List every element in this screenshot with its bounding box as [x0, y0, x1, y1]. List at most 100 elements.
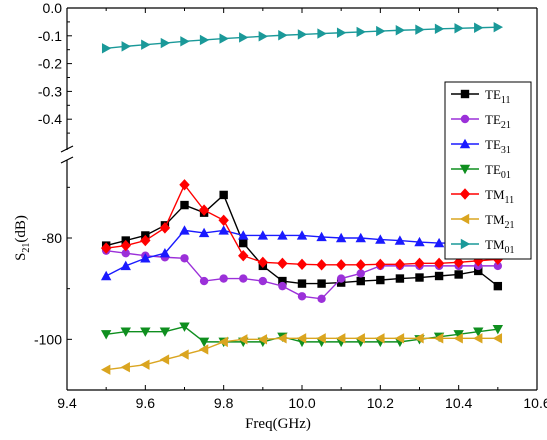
data-point: [394, 235, 406, 245]
data-point: [100, 242, 112, 254]
data-point: [473, 333, 483, 344]
data-point: [356, 276, 365, 286]
legend-label: TE01: [485, 162, 511, 181]
data-point: [394, 258, 406, 271]
data-point: [433, 237, 445, 248]
data-point: [238, 230, 249, 240]
data-point: [120, 362, 130, 373]
data-point: [140, 234, 151, 247]
y-tick-label: -100: [34, 331, 62, 347]
data-point: [140, 359, 150, 370]
data-point: [179, 225, 190, 235]
data-point: [238, 250, 249, 262]
axis-break-mark-top: [60, 145, 74, 153]
data-point: [335, 232, 347, 243]
data-point: [316, 259, 327, 271]
y-tick-label: -0.2: [38, 56, 62, 72]
data-point: [492, 333, 503, 344]
data-point: [239, 32, 249, 43]
data-point: [454, 270, 463, 279]
data-point: [141, 39, 151, 50]
data-point: [415, 24, 425, 35]
data-point: [239, 238, 248, 248]
legend-item-tm21: TM21: [451, 212, 515, 231]
data-point: [219, 190, 228, 200]
data-point: [375, 234, 386, 244]
data-point: [198, 344, 209, 355]
data-point: [316, 231, 327, 242]
data-point: [160, 37, 171, 49]
data-point: [218, 225, 229, 235]
y-axis-label: S21(dB): [13, 215, 32, 261]
y-tick-label: -0.4: [38, 111, 62, 127]
data-point: [159, 222, 171, 234]
data-point: [159, 354, 170, 365]
data-point: [395, 25, 406, 36]
data-point: [335, 333, 346, 344]
data-point: [433, 257, 445, 270]
x-tick-label: 10.6: [523, 395, 547, 411]
data-point: [258, 31, 269, 42]
legend-label: TE31: [485, 137, 511, 156]
x-tick-label: 9.8: [214, 395, 234, 411]
x-tick-label: 10.2: [367, 395, 394, 411]
legend-label: TE11: [485, 87, 511, 106]
y-tick-label: -0.1: [38, 28, 62, 44]
data-point: [219, 33, 229, 44]
data-point: [278, 30, 288, 41]
data-point: [474, 266, 483, 276]
data-point: [179, 349, 189, 360]
data-point: [179, 179, 190, 191]
data-point: [355, 333, 365, 344]
y-tick-label: 0.0: [43, 0, 63, 16]
legend-label: TM21: [485, 212, 515, 231]
x-tick-label: 10.4: [445, 395, 472, 411]
data-point: [316, 333, 326, 344]
data-point: [296, 258, 308, 271]
data-point: [394, 333, 405, 344]
legend: TE11 TE21 TE31 TE01 TM11 TM21 TM01: [444, 81, 532, 260]
data-point: [179, 322, 190, 332]
series-tm01: [101, 21, 504, 54]
data-point: [493, 281, 503, 291]
legend-item-tm01: TM01: [451, 237, 515, 256]
legend-item-te21: TE21: [451, 112, 511, 131]
data-point: [297, 279, 307, 288]
data-point: [218, 214, 229, 226]
data-point: [199, 276, 209, 286]
data-point: [159, 248, 171, 258]
data-point: [120, 260, 131, 271]
data-point: [277, 333, 287, 344]
data-point: [257, 230, 269, 240]
axes-layer: 9.4 9.6 9.8 10.0 10.2 10.4 10.6 0.0 -0.1 -0.2 -0.3…: [34, 0, 547, 411]
data-point: [453, 333, 463, 344]
data-point: [453, 330, 464, 340]
data-point: [277, 257, 288, 270]
data-point: [474, 22, 484, 33]
legend-box: [444, 81, 532, 260]
data-point: [473, 327, 484, 337]
data-point: [257, 256, 269, 269]
data-point: [140, 327, 151, 337]
legend-label: TE21: [485, 112, 511, 131]
y-tick-label: -0.3: [38, 83, 62, 99]
data-point: [356, 26, 366, 38]
x-tick-label: 10.0: [288, 395, 315, 411]
legend-item-te11: TE11: [451, 87, 511, 106]
data-point: [100, 364, 111, 375]
data-point: [198, 337, 210, 348]
x-axis-label: Freq(GHz): [245, 416, 311, 432]
data-point: [140, 253, 151, 263]
data-point: [454, 23, 464, 34]
data-point: [100, 270, 112, 281]
data-point: [257, 334, 268, 345]
data-point: [101, 43, 112, 54]
data-point: [180, 36, 190, 47]
data-point: [277, 230, 288, 240]
data-point: [336, 274, 346, 283]
data-point: [434, 23, 445, 35]
data-point: [258, 276, 268, 286]
series-te11: [101, 190, 503, 291]
data-point: [335, 259, 347, 271]
data-point: [414, 333, 424, 344]
